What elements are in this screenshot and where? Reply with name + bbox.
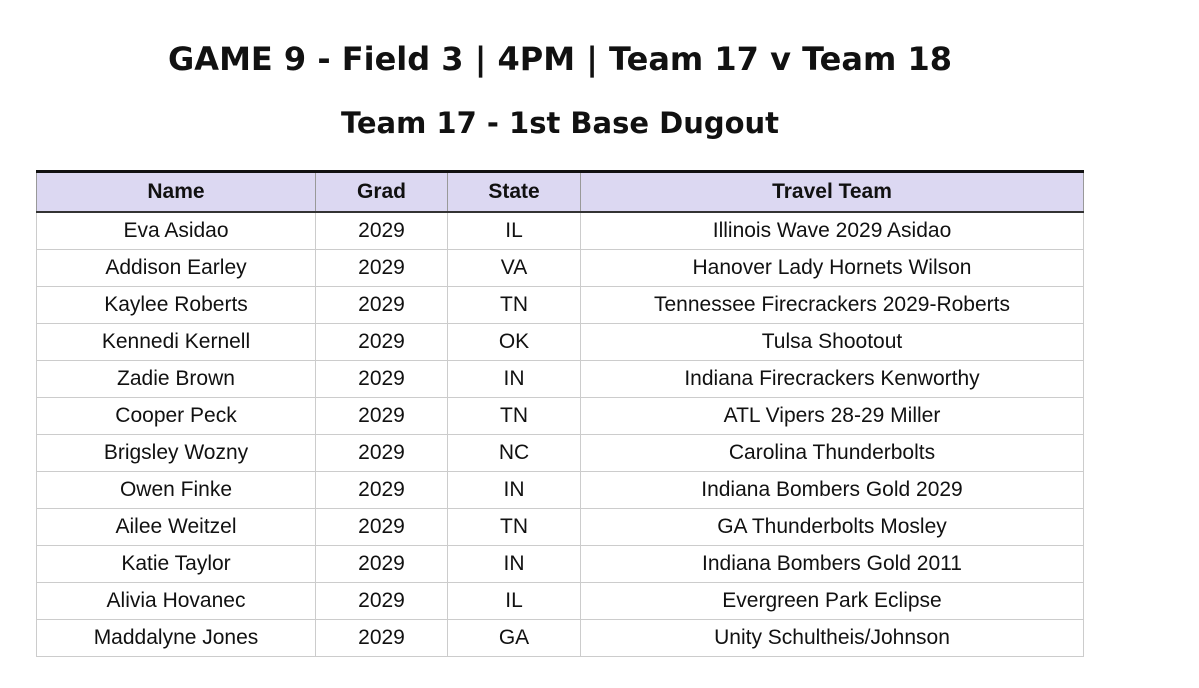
subtitle: Team 17 - 1st Base Dugout bbox=[340, 106, 780, 140]
table-cell: 2029 bbox=[315, 619, 448, 657]
table-cell: Hanover Lady Hornets Wilson bbox=[580, 249, 1084, 287]
table-row: Katie Taylor 2029 IN Indiana Bombers Gold 2… bbox=[36, 545, 1084, 583]
table-cell: 2029 bbox=[315, 545, 448, 583]
table-cell: 2029 bbox=[315, 397, 448, 435]
table-cell: 2029 bbox=[315, 286, 448, 324]
column-header: Grad bbox=[315, 170, 448, 213]
table-row: Alivia Hovanec 2029 IL Evergreen Park Eclip… bbox=[36, 582, 1084, 620]
table-cell: VA bbox=[447, 249, 581, 287]
table-cell: Addison Earley bbox=[36, 249, 316, 287]
table-cell: IN bbox=[447, 545, 581, 583]
table-row: Kennedi Kernell 2029 OK Tulsa Shootout bbox=[36, 323, 1084, 361]
table-cell: Eva Asidao bbox=[36, 211, 316, 250]
table-cell: Katie Taylor bbox=[36, 545, 316, 583]
table-row: Brigsley Wozny 2029 NC Carolina Thunderbolt… bbox=[36, 434, 1084, 472]
column-header: Travel Team bbox=[580, 170, 1084, 213]
table-cell: NC bbox=[447, 434, 581, 472]
table-cell: ATL Vipers 28-29 Miller bbox=[580, 397, 1084, 435]
table-cell: GA bbox=[447, 619, 581, 657]
column-header: State bbox=[447, 170, 581, 213]
table-cell: Maddalyne Jones bbox=[36, 619, 316, 657]
roster-table: Name Grad State Travel Team Eva Asidao 2029 I… bbox=[36, 170, 1084, 657]
table-cell: Indiana Firecrackers Kenworthy bbox=[580, 360, 1084, 398]
table-row: Cooper Peck 2029 TN ATL Vipers 28-29 Miller bbox=[36, 397, 1084, 435]
table-cell: 2029 bbox=[315, 249, 448, 287]
table-cell: Alivia Hovanec bbox=[36, 582, 316, 620]
table-cell: Indiana Bombers Gold 2011 bbox=[580, 545, 1084, 583]
table-cell: TN bbox=[447, 286, 581, 324]
table-row: Kaylee Roberts 2029 TN Tennessee Firecracke… bbox=[36, 286, 1084, 324]
table-cell: OK bbox=[447, 323, 581, 361]
table-row: Maddalyne Jones 2029 GA Unity Schultheis/Jo… bbox=[36, 619, 1084, 657]
table-cell: IL bbox=[447, 582, 581, 620]
table-cell: 2029 bbox=[315, 323, 448, 361]
table-body: Eva Asidao 2029 IL Illinois Wave 2029 Asida… bbox=[36, 211, 1084, 657]
table-cell: Unity Schultheis/Johnson bbox=[580, 619, 1084, 657]
table-cell: 2029 bbox=[315, 434, 448, 472]
table-cell: Cooper Peck bbox=[36, 397, 316, 435]
table-cell: Evergreen Park Eclipse bbox=[580, 582, 1084, 620]
table-cell: GA Thunderbolts Mosley bbox=[580, 508, 1084, 546]
column-header: Name bbox=[36, 170, 316, 213]
table-cell: Owen Finke bbox=[36, 471, 316, 509]
table-cell: Kennedi Kernell bbox=[36, 323, 316, 361]
table-cell: Tulsa Shootout bbox=[580, 323, 1084, 361]
table-cell: 2029 bbox=[315, 508, 448, 546]
table-cell: Carolina Thunderbolts bbox=[580, 434, 1084, 472]
header-row: Name Grad State Travel Team bbox=[36, 170, 1084, 213]
table-cell: 2029 bbox=[315, 582, 448, 620]
table-cell: 2029 bbox=[315, 211, 448, 250]
table-cell: IN bbox=[447, 471, 581, 509]
table-cell: Kaylee Roberts bbox=[36, 286, 316, 324]
table-cell: Tennessee Firecrackers 2029-Roberts bbox=[580, 286, 1084, 324]
table-cell: TN bbox=[447, 508, 581, 546]
table-row: Zadie Brown 2029 IN Indiana Firecrackers Ke… bbox=[36, 360, 1084, 398]
table-cell: Indiana Bombers Gold 2029 bbox=[580, 471, 1084, 509]
title: GAME 9 - Field 3 | 4PM | Team 17 v Team … bbox=[168, 40, 952, 78]
table-cell: Ailee Weitzel bbox=[36, 508, 316, 546]
table-cell: TN bbox=[447, 397, 581, 435]
table-head: Name Grad State Travel Team bbox=[36, 170, 1084, 213]
table-cell: Zadie Brown bbox=[36, 360, 316, 398]
table-row: Ailee Weitzel 2029 TN GA Thunderbolts Mosle… bbox=[36, 508, 1084, 546]
table-cell: 2029 bbox=[315, 360, 448, 398]
table-row: Eva Asidao 2029 IL Illinois Wave 2029 Asida… bbox=[36, 211, 1084, 250]
table-cell: IN bbox=[447, 360, 581, 398]
table-row: Owen Finke 2029 IN Indiana Bombers Gold 202… bbox=[36, 471, 1084, 509]
table-row: Addison Earley 2029 VA Hanover Lady Hornets… bbox=[36, 249, 1084, 287]
table-cell: IL bbox=[447, 211, 581, 250]
table-cell: Brigsley Wozny bbox=[36, 434, 316, 472]
table-cell: Illinois Wave 2029 Asidao bbox=[580, 211, 1084, 250]
table-cell: 2029 bbox=[315, 471, 448, 509]
